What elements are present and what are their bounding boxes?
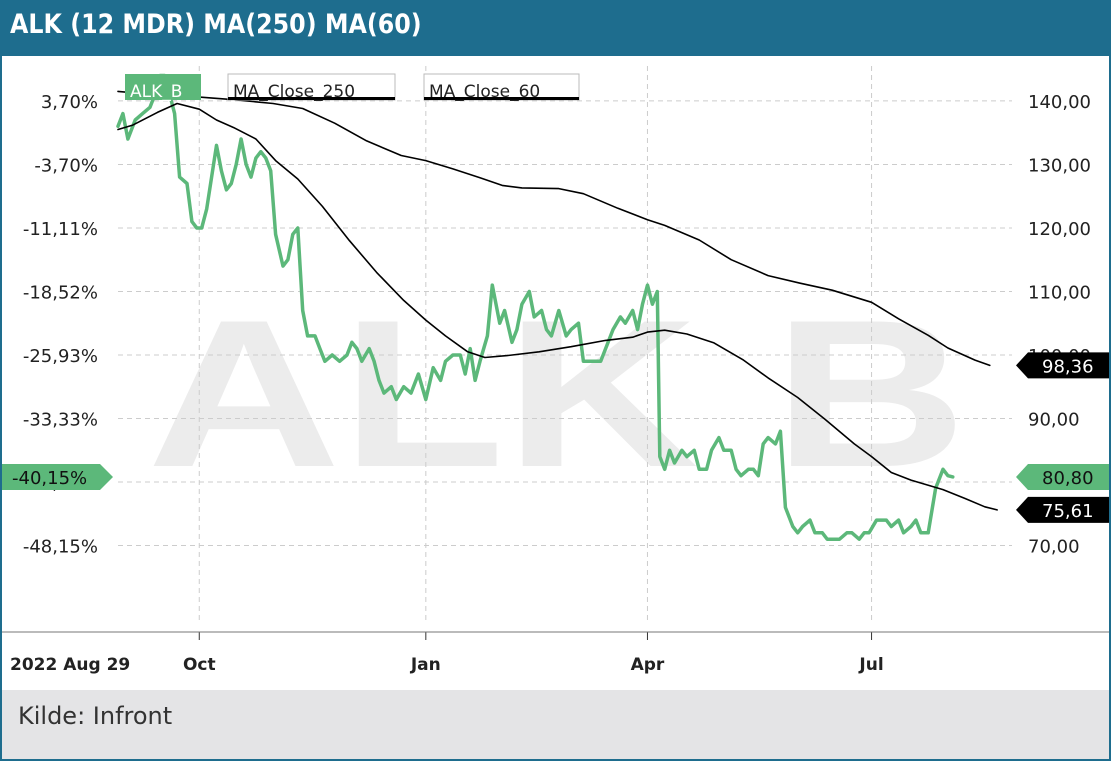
current-change-text: -40,15% bbox=[12, 468, 87, 489]
source-label: Kilde: Infront bbox=[18, 702, 173, 730]
y-tick-label-left: -11,11% bbox=[23, 219, 98, 240]
legend-item: MA_Close_60 bbox=[423, 73, 580, 102]
y-tick-label-right: 70,00 bbox=[1028, 537, 1080, 558]
legend-swatch bbox=[424, 74, 579, 100]
chart-title: ALK (12 MDR) MA(250) MA(60) bbox=[10, 9, 422, 40]
header-bar: ALK (12 MDR) MA(250) MA(60) bbox=[2, 2, 1109, 56]
legend: ALK_B MA_Close_250 MA_Close_60 bbox=[125, 73, 580, 102]
y-tick-label-right: 90,00 bbox=[1028, 410, 1080, 431]
current-change-tag bbox=[2, 463, 113, 490]
last-value-tag bbox=[1016, 463, 1109, 490]
x-tick-label: Jul bbox=[858, 655, 883, 675]
last-value-tag bbox=[1016, 496, 1109, 523]
legend-label: MA_Close_60 bbox=[429, 82, 540, 102]
last-value-tag bbox=[1016, 352, 1109, 379]
y-tick-label-left: -18,52% bbox=[23, 282, 98, 303]
y-tick-label-left: -33,33% bbox=[23, 410, 98, 431]
y-tick-label-left: -25,93% bbox=[23, 346, 98, 367]
last-value-label: 98,36 bbox=[1016, 352, 1109, 379]
series-lines bbox=[116, 73, 998, 541]
y-tick-label-right: 120,00 bbox=[1028, 219, 1091, 240]
last-value-text: 98,36 bbox=[1042, 356, 1094, 377]
last-value-label: 80,80 bbox=[1016, 463, 1109, 490]
last-value-text: 75,61 bbox=[1042, 501, 1094, 522]
last-value-text: 80,80 bbox=[1042, 468, 1094, 489]
value-labels: 98,36 80,80 75,61 -40,15% bbox=[2, 352, 1109, 523]
y-tick-label-right: 110,00 bbox=[1028, 282, 1091, 303]
legend-underline bbox=[424, 97, 579, 100]
series-line-alk-b bbox=[116, 73, 955, 541]
x-tick-label: Jan bbox=[410, 655, 441, 675]
legend-label: ALK_B bbox=[130, 82, 182, 102]
x-tick-label: Apr bbox=[631, 655, 665, 675]
y-tick-label-left: 3,70% bbox=[41, 92, 98, 113]
legend-swatch bbox=[228, 74, 395, 100]
x-tick-label: 2022 Aug 29 bbox=[10, 655, 130, 675]
series-line-ma-close-250 bbox=[117, 90, 991, 367]
current-change-label: -40,15% bbox=[2, 463, 113, 490]
y-tick-label-right: 130,00 bbox=[1028, 155, 1091, 176]
y-tick-label-left: -3,70% bbox=[34, 155, 98, 176]
price-chart: ALK B 2022 Aug 29OctJanAprJul150,00140,0… bbox=[2, 66, 1109, 675]
legend-item: MA_Close_250 bbox=[227, 73, 396, 102]
legend-underline bbox=[228, 97, 395, 100]
x-tick-label: Oct bbox=[183, 655, 216, 675]
legend-label: MA_Close_250 bbox=[233, 82, 355, 102]
footer-bar: Kilde: Infront bbox=[2, 690, 1109, 759]
last-value-label: 75,61 bbox=[1016, 496, 1109, 523]
legend-swatch bbox=[125, 74, 201, 100]
y-tick-label-left: -48,15% bbox=[23, 537, 98, 558]
legend-item: ALK_B bbox=[125, 74, 201, 102]
y-tick-label-right: 140,00 bbox=[1028, 92, 1091, 113]
series-line-ma-close-60 bbox=[117, 102, 998, 511]
